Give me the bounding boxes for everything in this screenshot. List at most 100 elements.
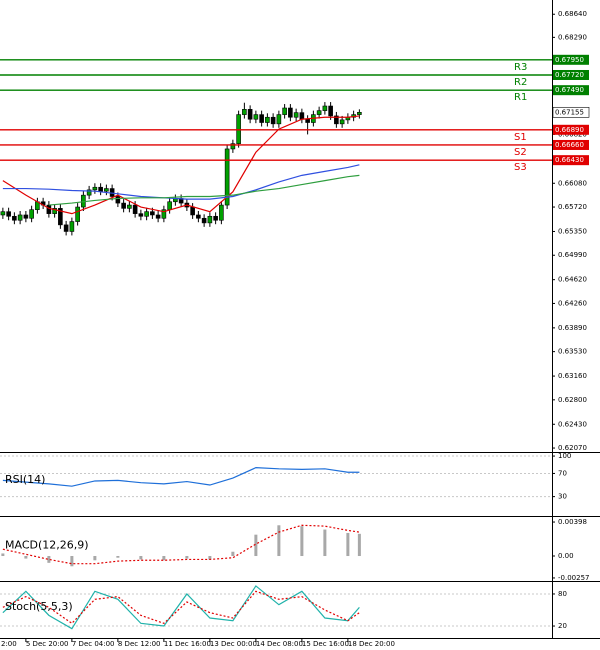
indicator-line	[2, 115, 360, 215]
histogram-bar	[208, 556, 212, 560]
y-tick-label: 0.66080	[558, 179, 587, 187]
y-tick-label: 80	[558, 590, 567, 598]
x-tick-label: 18 Dec 20:00	[348, 640, 395, 648]
y-tick-label: 0.68640	[558, 10, 587, 18]
histogram-bar	[93, 556, 97, 561]
candle-body	[219, 204, 224, 221]
candle-body	[92, 186, 98, 191]
indicator-line	[2, 524, 360, 565]
level-name: S1	[514, 132, 527, 143]
level-price-box	[553, 54, 589, 65]
x-tick-label: 11 Dec 16:00	[164, 640, 211, 648]
level-price-label: 0.67490	[555, 86, 584, 94]
histogram-bar	[24, 556, 28, 559]
candle-body	[127, 204, 132, 209]
candle-body	[299, 112, 305, 120]
candle-body	[253, 114, 259, 120]
candle-body	[46, 204, 52, 214]
level-name: R3	[514, 62, 527, 73]
indicator-line	[2, 585, 360, 630]
level-price-label: 0.67950	[555, 56, 584, 64]
candle-body	[357, 111, 362, 115]
level-price-label: 0.66660	[555, 141, 584, 149]
level-name: R1	[514, 92, 527, 103]
level-price-box	[553, 124, 589, 135]
indicator-line	[48, 174, 360, 206]
candle-body	[29, 209, 34, 219]
histogram-bar	[116, 556, 120, 558]
histogram-bar	[70, 556, 74, 567]
indicator-line	[2, 164, 360, 200]
candle-body	[259, 114, 264, 123]
y-tick-label: 30	[558, 493, 567, 501]
candle-body	[322, 105, 328, 111]
candle-body	[328, 105, 333, 117]
candle-body	[6, 211, 11, 217]
candle-body	[230, 143, 236, 150]
histogram-bar	[300, 526, 304, 557]
y-tick-label: 0.62800	[558, 396, 587, 404]
level-name: S3	[514, 162, 527, 173]
indicator-line	[2, 590, 360, 625]
current-price-label: 0.67155	[555, 108, 584, 116]
y-tick-label: -0.00257	[558, 574, 589, 582]
histogram-bar	[277, 525, 281, 557]
candle-body	[121, 202, 126, 209]
x-tick-label: 15 Dec 16:00	[302, 640, 349, 648]
level-price-box	[553, 69, 589, 80]
level-price-label: 0.66890	[555, 126, 584, 134]
level-price-box	[553, 139, 589, 150]
histogram-bar	[47, 556, 51, 563]
candle-body	[52, 208, 57, 214]
candle-body	[190, 206, 195, 216]
panel-title: Stoch(5,5,3)	[5, 600, 73, 613]
x-tick-label: 5 Dec 20:00	[26, 640, 69, 648]
y-tick-label: 0.62430	[558, 420, 587, 428]
histogram-bar	[323, 529, 327, 557]
candle-body	[305, 118, 310, 123]
candle-body	[155, 214, 161, 219]
candle-body	[75, 206, 80, 222]
candle-body	[242, 109, 247, 115]
y-tick-label: 0.64260	[558, 299, 587, 307]
candle-body	[161, 209, 167, 219]
candle-body	[104, 188, 109, 192]
candle-body	[138, 213, 144, 217]
panel-title: RSI(14)	[5, 473, 45, 486]
candle-body	[270, 116, 276, 125]
y-tick-label: 0.00398	[558, 518, 587, 526]
histogram-bar	[254, 534, 258, 557]
candle-body	[115, 196, 121, 204]
current-price-box	[552, 106, 590, 118]
level-name: R2	[514, 77, 527, 88]
y-tick-label: 0.64990	[558, 251, 587, 259]
x-tick-label: 14 Dec 08:00	[256, 640, 303, 648]
candle-body	[288, 107, 293, 118]
candle-body	[196, 214, 201, 219]
candle-body	[132, 204, 138, 214]
candle-body	[150, 211, 155, 216]
y-tick-label: 0.65720	[558, 203, 587, 211]
candle-body	[12, 215, 17, 221]
histogram-bar	[185, 556, 189, 559]
x-tick-label: 8 Dec 12:00	[118, 640, 161, 648]
candle-body	[282, 107, 287, 115]
candle-body	[201, 217, 207, 224]
histogram-bar	[231, 551, 235, 557]
indicator-line	[2, 467, 360, 487]
candle-body	[86, 189, 92, 196]
y-tick-label: 0.64620	[558, 276, 587, 284]
level-price-label: 0.66430	[555, 156, 584, 164]
level-price-box	[553, 155, 589, 166]
candle-body	[247, 109, 253, 120]
candle-body	[213, 215, 218, 221]
histogram-bar	[357, 533, 361, 557]
candle-body	[69, 221, 75, 232]
level-name: S2	[514, 147, 527, 158]
candle-body	[293, 112, 299, 118]
candle-body	[316, 110, 322, 115]
candle-body	[98, 186, 103, 192]
